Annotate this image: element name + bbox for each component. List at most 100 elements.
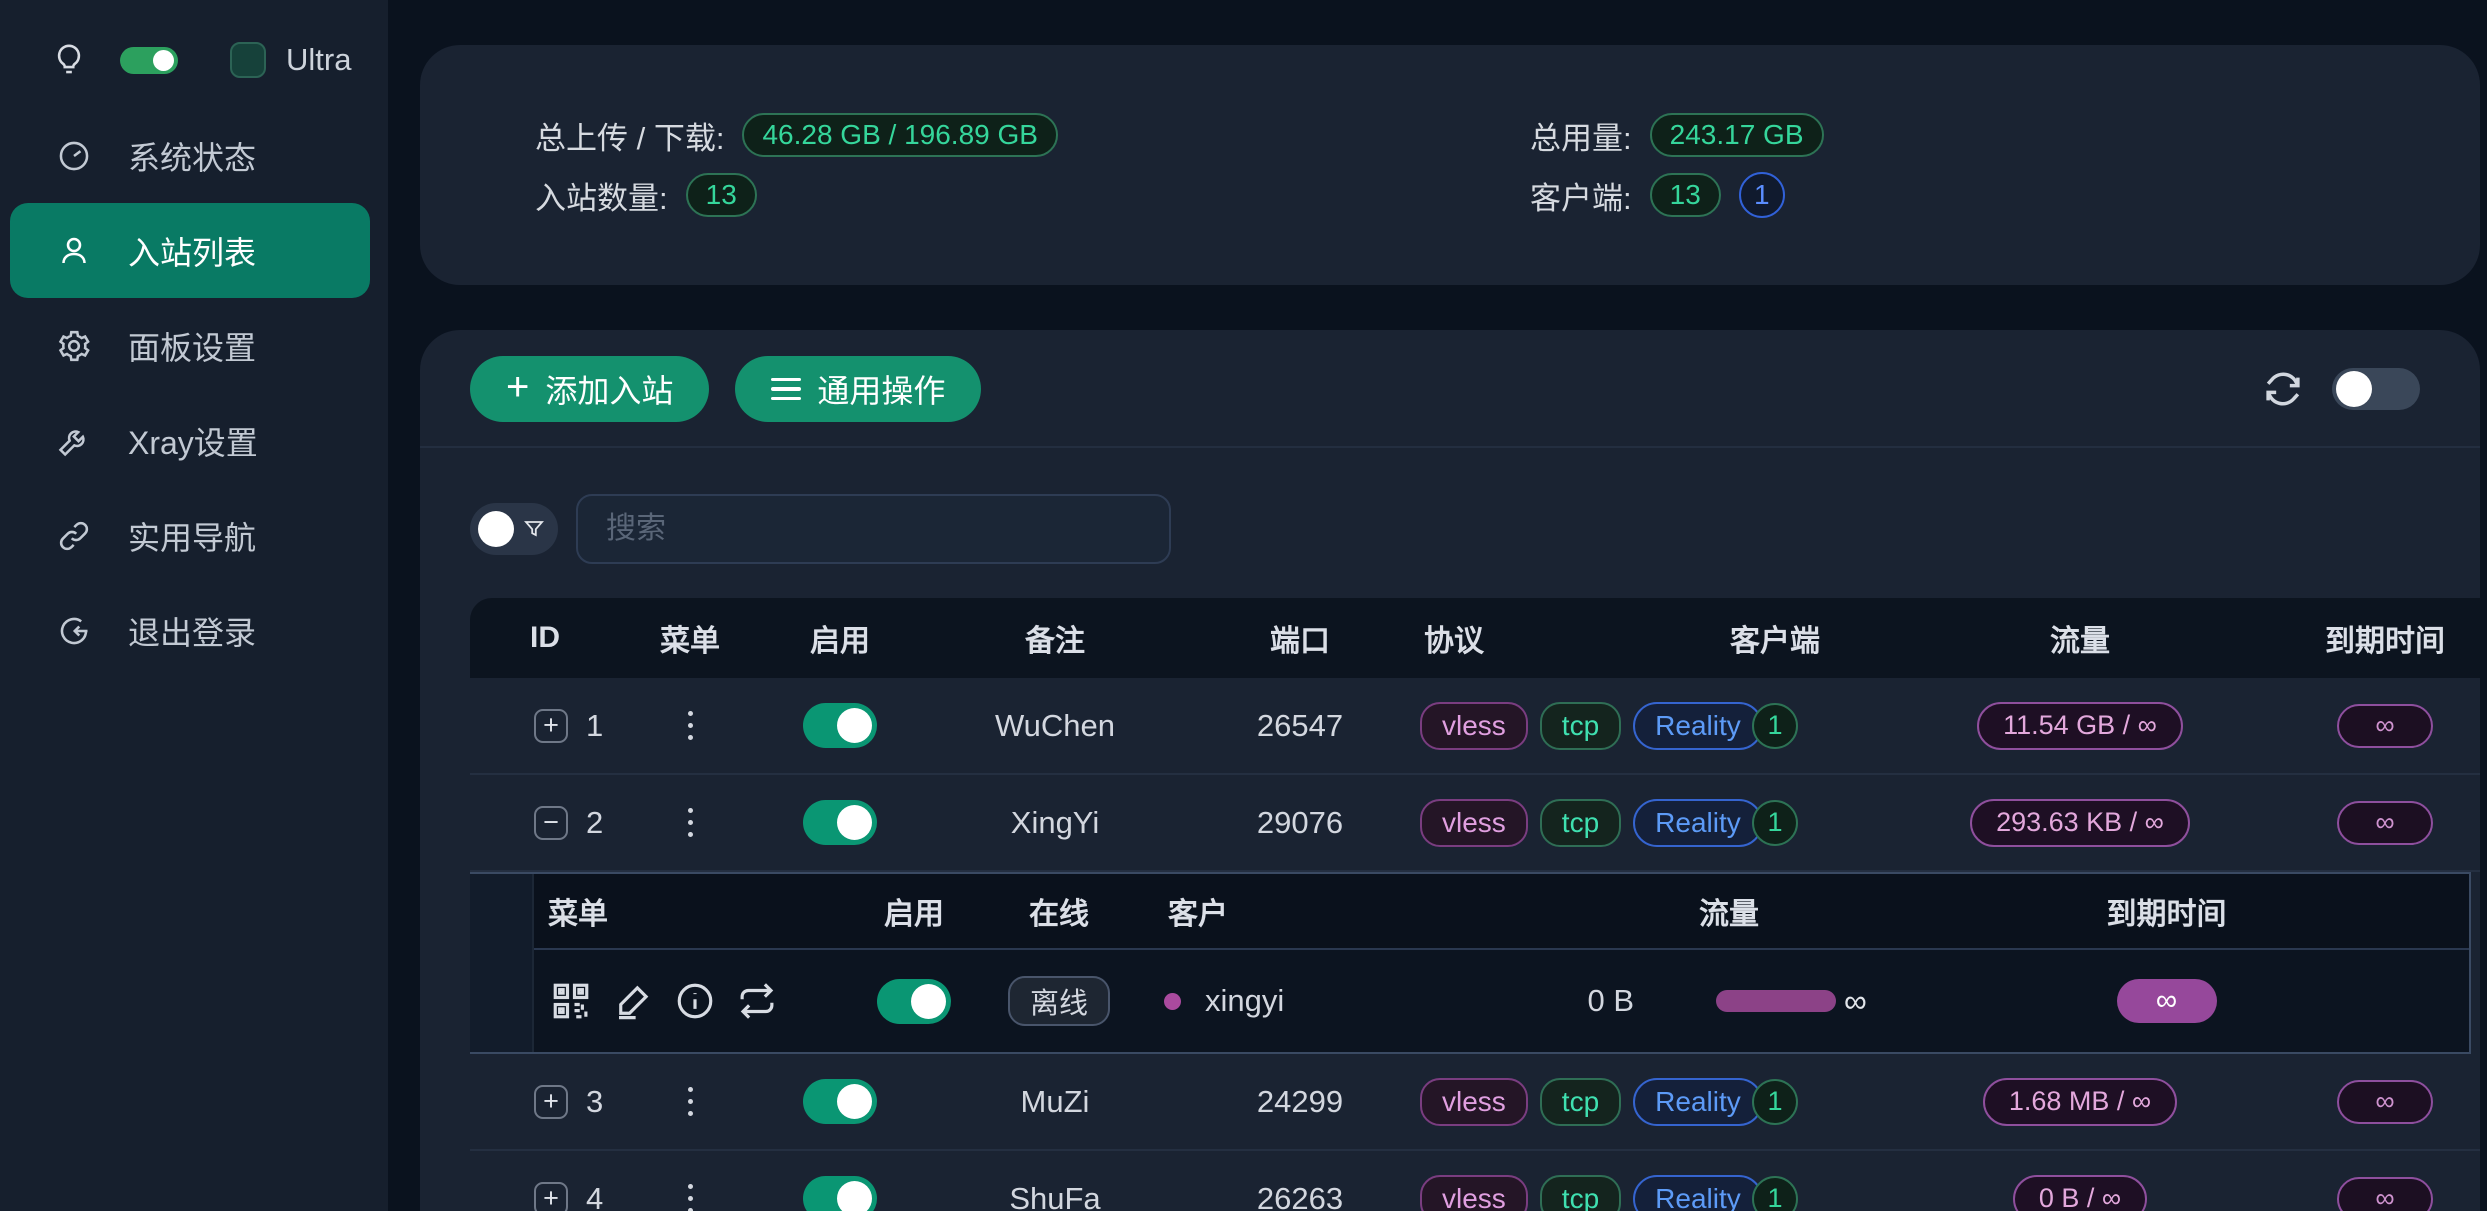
protocol-badge: vless (1420, 798, 1528, 847)
expiry-badge: ∞ (2337, 800, 2433, 845)
stats-right-column: 总用量: 243.17 GB 客户端: 13 1 (1530, 111, 1824, 219)
row-port: 24299 (1256, 1083, 1344, 1119)
sidebar-nav: 系统状态 入站列表 面板设置 Xray设置 实用导航 退出登录 (0, 108, 388, 678)
sidebar-item-label: 系统状态 (128, 139, 257, 176)
edit-pencil-icon[interactable] (612, 980, 654, 1022)
stats-left-column: 总上传 / 下载: 46.28 GB / 196.89 GB 入站数量: 13 (535, 111, 1530, 219)
enable-toggle[interactable] (803, 703, 877, 748)
info-icon[interactable] (674, 980, 716, 1022)
sidebar-item-xray-settings[interactable]: Xray设置 (0, 393, 388, 488)
refresh-icon[interactable] (2262, 368, 2304, 410)
security-badge: Reality (1633, 701, 1763, 750)
total-usage-badge: 243.17 GB (1649, 113, 1824, 157)
stats-card: 总上传 / 下载: 46.28 GB / 196.89 GB 入站数量: 13 … (420, 45, 2480, 285)
toolbar: + 添加入站 通用操作 (420, 330, 2480, 446)
transport-badge: tcp (1539, 1174, 1622, 1211)
sidebar-header: Ultra (0, 28, 388, 108)
expand-row-button[interactable]: + (534, 1181, 568, 1211)
row-remark: ShuFa (1009, 1180, 1101, 1211)
row-menu-button[interactable] (620, 711, 760, 740)
security-badge: Reality (1633, 1077, 1763, 1126)
online-status-badge[interactable]: 离线 (1007, 976, 1110, 1026)
client-count-badge: 1 (1752, 1175, 1798, 1211)
sidebar-item-useful-links[interactable]: 实用导航 (0, 488, 388, 583)
sidebar: Ultra 系统状态 入站列表 面板设置 Xray设置 实用导航 (0, 0, 388, 1211)
row-remark: WuChen (994, 707, 1116, 743)
ultra-label: Ultra (286, 42, 352, 77)
protocol-badge: vless (1420, 701, 1528, 750)
table-header: ID 菜单 启用 备注 端口 协议 客户端 流量 到期时间 (470, 598, 2480, 678)
table-row: + 3 MuZi 24299 vless tcp Reality 1 1.68 … (470, 1054, 2480, 1151)
sub-header-enable: 启用 (884, 898, 944, 931)
link-icon (59, 521, 89, 550)
filter-toggle[interactable] (470, 503, 558, 555)
sidebar-item-logout[interactable]: 退出登录 (0, 583, 388, 678)
expand-row-button[interactable]: + (534, 708, 568, 743)
client-expiry-pill: ∞ (2116, 979, 2217, 1023)
sub-header-expiry: 到期时间 (2106, 898, 2227, 931)
qr-code-icon[interactable] (550, 980, 592, 1022)
expanded-row-detail: 菜单 启用 在线 客户 流量 到期时间 (470, 872, 2471, 1054)
enable-toggle[interactable] (803, 1079, 877, 1124)
toolbar-right (2262, 368, 2420, 410)
person-icon (62, 237, 86, 264)
inbound-count-label: 入站数量: (535, 180, 668, 216)
sidebar-item-label: 面板设置 (128, 329, 257, 366)
sidebar-item-label: 实用导航 (128, 519, 257, 556)
sidebar-item-label: Xray设置 (128, 424, 258, 461)
gear-icon (59, 330, 90, 361)
add-inbound-button[interactable]: + 添加入站 (470, 356, 710, 422)
sub-header-client: 客户 (1168, 898, 1228, 931)
sidebar-item-panel-settings[interactable]: 面板设置 (0, 298, 388, 393)
traffic-limit: ∞ (1844, 982, 1867, 1019)
ultra-checkbox[interactable] (230, 42, 266, 78)
menu-lines-icon (771, 377, 802, 401)
expanded-spacer (470, 874, 532, 1052)
expiry-badge: ∞ (2337, 703, 2433, 748)
row-menu-button[interactable] (620, 1184, 760, 1211)
search-input[interactable] (576, 494, 1171, 564)
collapse-row-button[interactable]: − (534, 805, 568, 840)
client-enable-toggle[interactable] (877, 978, 951, 1024)
clients-online-badge: 1 (1738, 172, 1785, 218)
header-expiry: 到期时间 (2325, 625, 2445, 658)
sidebar-item-label: 退出登录 (128, 614, 257, 651)
header-remark: 备注 (1025, 625, 1085, 658)
general-actions-button[interactable]: 通用操作 (735, 356, 982, 422)
protocol-badge: vless (1420, 1077, 1528, 1126)
protocol-badge: vless (1420, 1174, 1528, 1211)
stat-inbound-count: 入站数量: 13 (535, 171, 1530, 219)
gauge-icon (59, 141, 89, 170)
auto-refresh-toggle[interactable] (2332, 368, 2420, 410)
client-color-dot (1164, 992, 1181, 1010)
enable-toggle[interactable] (803, 1176, 877, 1211)
row-id: 4 (586, 1180, 604, 1211)
transport-badge: tcp (1539, 1077, 1622, 1126)
theme-toggle[interactable] (120, 46, 178, 74)
row-id: 1 (586, 707, 604, 743)
header-menu: 菜单 (660, 625, 720, 658)
transport-badge: tcp (1539, 798, 1622, 847)
traffic-badge: 11.54 GB / ∞ (1977, 701, 2183, 750)
header-enable: 启用 (810, 625, 870, 658)
sidebar-item-system-status[interactable]: 系统状态 (0, 108, 388, 203)
row-id: 2 (586, 804, 604, 840)
header-traffic: 流量 (2050, 625, 2110, 658)
inbounds-card: + 添加入站 通用操作 (420, 330, 2480, 1211)
row-port: 26547 (1256, 707, 1344, 743)
traffic-badge: 293.63 KB / ∞ (1970, 798, 2190, 847)
row-menu-button[interactable] (620, 808, 760, 837)
clients-total-badge: 13 (1649, 173, 1721, 217)
client-count-badge: 1 (1752, 799, 1798, 846)
total-usage-label: 总用量: (1530, 120, 1632, 156)
transport-badge: tcp (1539, 701, 1622, 750)
reset-traffic-icon[interactable] (736, 980, 778, 1022)
expand-row-button[interactable]: + (534, 1084, 568, 1119)
traffic-used: 0 B (1587, 983, 1634, 1018)
enable-toggle[interactable] (803, 800, 877, 845)
search-row (420, 448, 2480, 598)
row-menu-button[interactable] (620, 1087, 760, 1116)
logout-icon (60, 617, 89, 644)
sidebar-item-inbound-list[interactable]: 入站列表 (10, 203, 370, 298)
